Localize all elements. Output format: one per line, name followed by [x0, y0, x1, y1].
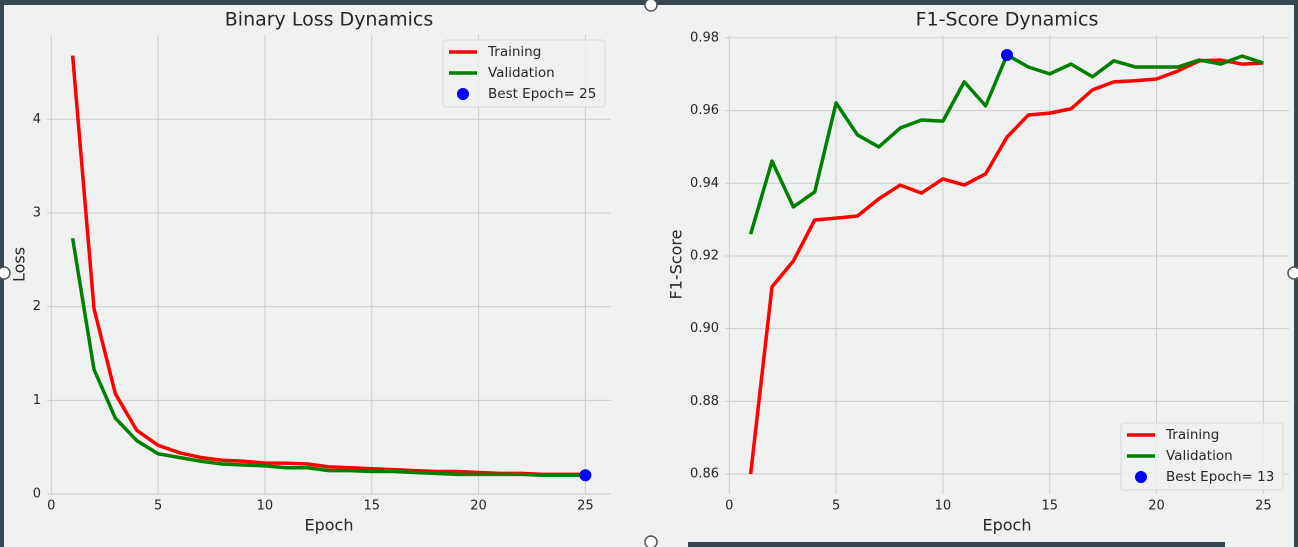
best-point — [1001, 48, 1013, 61]
bottom-bar — [688, 542, 1225, 547]
resize-handle[interactable] — [1287, 266, 1298, 280]
y-axis-label: Loss — [10, 247, 29, 282]
x-tick-label: 20 — [1148, 499, 1165, 514]
legend-label: Best Epoch= 13 — [1166, 469, 1274, 485]
y-tick-label: 1 — [33, 393, 41, 408]
x-tick-label: 15 — [1041, 499, 1058, 514]
legend-marker — [1135, 471, 1147, 483]
legend-label: Validation — [488, 65, 555, 81]
y-tick-label: 4 — [33, 112, 41, 127]
chart-title: F1-Score Dynamics — [916, 9, 1099, 31]
resize-handle[interactable] — [644, 0, 658, 12]
y-tick-label: 0.96 — [690, 103, 719, 118]
x-tick-label: 10 — [935, 499, 952, 514]
legend-box — [442, 39, 606, 108]
x-tick-label: 5 — [154, 499, 162, 514]
y-tick-label: 0.90 — [690, 321, 719, 336]
x-tick-label: 10 — [257, 499, 274, 514]
y-tick-label: 0.94 — [690, 176, 719, 191]
x-axis-label: Epoch — [983, 516, 1032, 535]
y-tick-label: 0.98 — [690, 30, 719, 45]
legend-label: Validation — [1166, 448, 1233, 464]
series-line — [748, 58, 1264, 475]
legend-label: Training — [1165, 427, 1219, 443]
resize-handle[interactable] — [644, 535, 658, 547]
resize-handle[interactable] — [0, 266, 11, 280]
y-tick-label: 0.92 — [690, 248, 719, 263]
x-tick-label: 20 — [470, 499, 487, 514]
y-tick-label: 0.86 — [690, 467, 719, 482]
y-axis-label: F1-Score — [667, 230, 686, 300]
y-tick-label: 0.88 — [690, 394, 719, 409]
chart-title: Binary Loss Dynamics — [225, 9, 434, 31]
legend-label: Best Epoch= 25 — [488, 86, 596, 102]
legend-box — [1120, 422, 1284, 491]
x-axis-label: Epoch — [305, 516, 354, 535]
x-tick-label: 0 — [725, 499, 733, 514]
y-tick-label: 2 — [33, 299, 41, 314]
y-tick-label: 3 — [33, 205, 41, 220]
series-line — [70, 237, 586, 478]
legend-marker — [457, 88, 469, 100]
y-tick-label: 0 — [33, 487, 41, 502]
best-point — [579, 469, 592, 482]
x-tick-label: 5 — [832, 499, 840, 514]
x-tick-label: 25 — [1255, 499, 1272, 514]
x-tick-label: 15 — [363, 499, 380, 514]
x-tick-label: 0 — [47, 499, 55, 514]
x-tick-label: 25 — [577, 499, 594, 514]
legend-label: Training — [487, 44, 541, 60]
